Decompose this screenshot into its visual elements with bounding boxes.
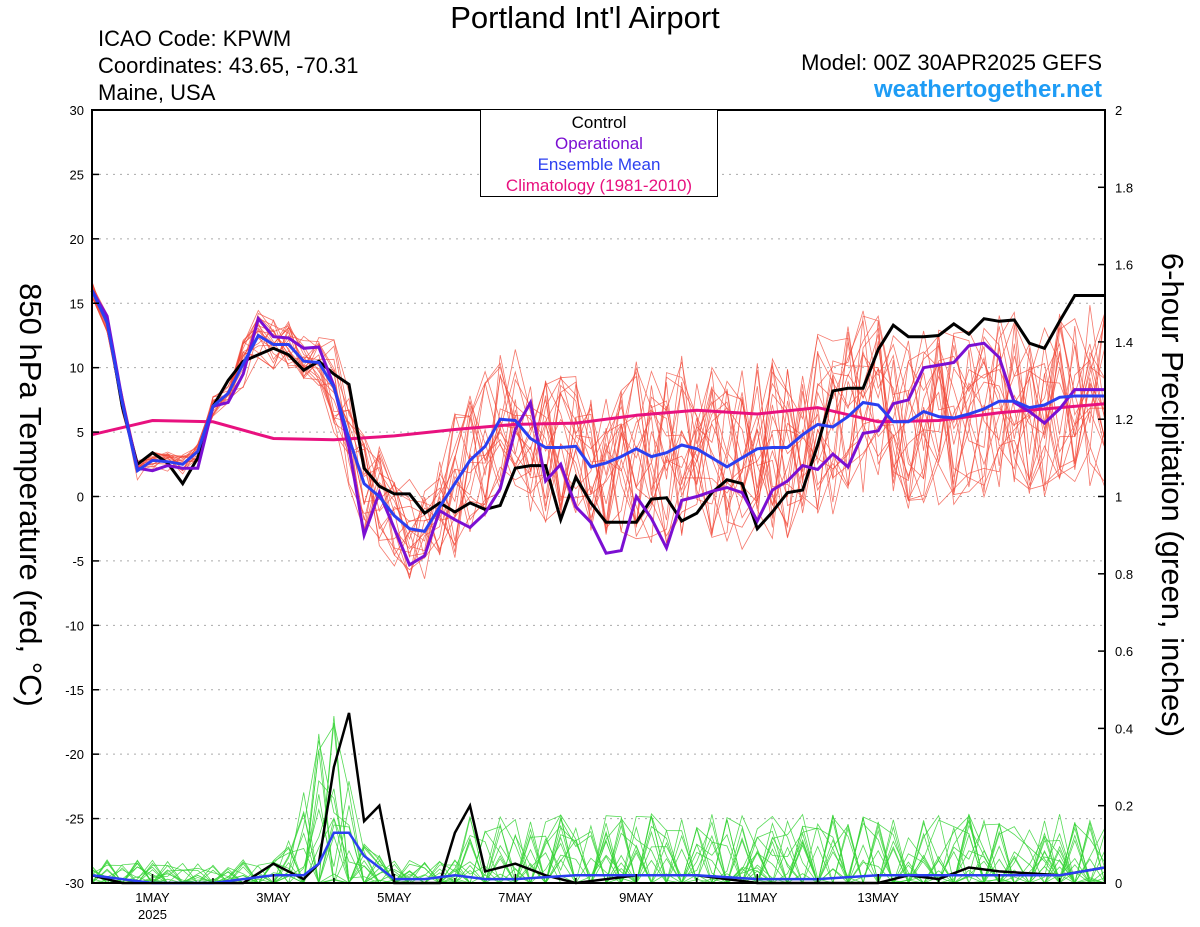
y2-tick-label: 0 bbox=[1115, 876, 1122, 891]
y2-tick-label: 1.8 bbox=[1115, 180, 1133, 195]
y2-tick-label: 2 bbox=[1115, 103, 1122, 118]
ensemble-member-precip-line bbox=[92, 792, 1105, 885]
x-tick-label: 9MAY bbox=[619, 890, 654, 905]
legend-control: Control bbox=[571, 113, 627, 132]
chart-title: Portland Int'l Airport bbox=[450, 0, 720, 35]
y2-tick-label: 1.2 bbox=[1115, 412, 1133, 427]
y-tick-label: 15 bbox=[70, 296, 84, 311]
ensemble-member-precip-line bbox=[91, 788, 1105, 885]
legend-mean: Ensemble Mean bbox=[537, 155, 661, 174]
ensemble-member-temp-line bbox=[91, 281, 1106, 571]
y-tick-label: -15 bbox=[65, 683, 84, 698]
y-tick-label: -5 bbox=[72, 554, 84, 569]
ensemble-member-temp-line bbox=[91, 291, 1106, 579]
y-tick-label: 10 bbox=[70, 361, 84, 376]
legend: Control Operational Ensemble Mean Climat… bbox=[480, 109, 718, 197]
x-tick-label: 11MAY bbox=[737, 890, 778, 905]
control-precip-line bbox=[91, 712, 1106, 885]
y-tick-label: 25 bbox=[70, 167, 84, 182]
mean-precip-line bbox=[91, 831, 1106, 885]
y-axis-left-label: 850 hPa Temperature (red, °C) bbox=[13, 283, 48, 707]
legend-climatology: Climatology (1981-2010) bbox=[505, 176, 693, 195]
control-temp-line bbox=[90, 289, 1105, 532]
ensemble-member-temp-line bbox=[91, 284, 1106, 552]
model-run: Model: 00Z 30APR2025 GEFS bbox=[801, 50, 1102, 75]
x-tick-label: 3MAY bbox=[256, 890, 291, 905]
y2-tick-label: 1.4 bbox=[1115, 335, 1133, 350]
y2-tick-label: 0.6 bbox=[1115, 644, 1133, 659]
y-tick-label: -25 bbox=[65, 812, 84, 827]
ensemble-member-precip-line bbox=[91, 733, 1105, 885]
mean-temp-line bbox=[90, 289, 1105, 533]
ensemble-member-temp-line bbox=[91, 297, 1106, 576]
icao-code: ICAO Code: KPWM bbox=[98, 26, 292, 51]
y-tick-label: -10 bbox=[65, 618, 84, 633]
legend-operational: Operational bbox=[555, 134, 643, 153]
x-tick-label: 5MAY bbox=[377, 890, 412, 905]
ensemble-member-temp-line bbox=[91, 296, 1106, 579]
y2-tick-label: 0.4 bbox=[1115, 721, 1133, 736]
y-tick-label: -20 bbox=[65, 747, 84, 762]
y-tick-label: 5 bbox=[77, 425, 84, 440]
y-tick-label: 30 bbox=[70, 103, 84, 118]
y2-tick-label: 0.2 bbox=[1115, 799, 1133, 814]
y-tick-label: 0 bbox=[77, 490, 84, 505]
y2-tick-label: 1 bbox=[1115, 490, 1122, 505]
ensemble-member-temp-line bbox=[91, 294, 1106, 542]
operational-temp-line bbox=[90, 289, 1105, 567]
y-tick-label: -30 bbox=[65, 876, 84, 891]
y-axis-right-label: 6-hour Precipitation (green, inches) bbox=[1155, 252, 1190, 738]
site-link[interactable]: weathertogether.net bbox=[873, 76, 1102, 103]
region: Maine, USA bbox=[98, 80, 216, 105]
x-tick-label: 13MAY bbox=[857, 890, 899, 905]
y2-tick-label: 1.6 bbox=[1115, 258, 1133, 273]
y-tick-label: 20 bbox=[70, 232, 84, 247]
x-tick-label: 15MAY bbox=[978, 890, 1020, 905]
x-tick-label: 1MAY bbox=[135, 890, 170, 905]
x-tick-label: 7MAY bbox=[498, 890, 533, 905]
coordinates: Coordinates: 43.65, -70.31 bbox=[98, 53, 359, 78]
x-tick-sublabel: 2025 bbox=[138, 907, 167, 922]
y2-tick-label: 0.8 bbox=[1115, 567, 1133, 582]
